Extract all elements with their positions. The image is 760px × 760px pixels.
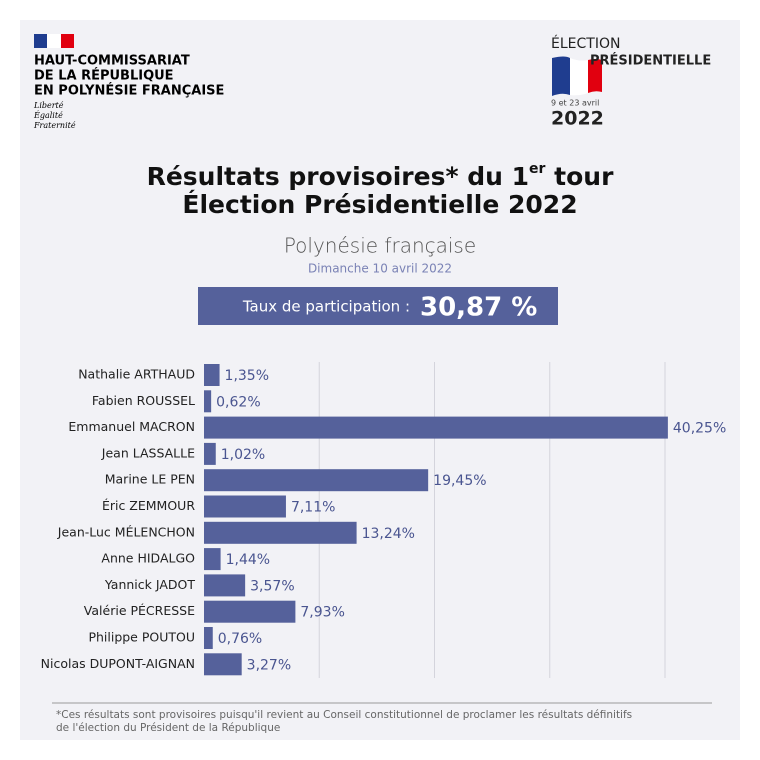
category-label: Philippe POUTOU (88, 630, 195, 645)
election-logo-text: PRÉSIDENTIELLE (590, 53, 711, 69)
title-part: tour (545, 162, 614, 191)
institution: DE LA RÉPUBLIQUE (34, 68, 174, 84)
category-label: Éric ZEMMOUR (102, 498, 195, 513)
value-label: 7,11% (291, 500, 335, 516)
footnote: *Ces résultats sont provisoires puisqu'i… (56, 709, 632, 721)
motto: Égalité (33, 111, 63, 120)
chart-title: Élection Présidentielle 2022 (182, 190, 577, 219)
election-year: 2022 (551, 108, 604, 130)
value-label: 7,93% (300, 605, 344, 621)
category-label: Nathalie ARTHAUD (78, 367, 195, 382)
footnote: de l'élection du Président de la Républi… (56, 722, 280, 734)
bar (204, 653, 242, 676)
bar (204, 364, 220, 386)
category-label: Fabien ROUSSEL (92, 393, 195, 408)
bar (204, 627, 213, 649)
value-label: 40,25% (673, 421, 726, 437)
value-label: 0,76% (218, 631, 262, 647)
bar (204, 495, 286, 518)
category-label: Valérie PÉCRESSE (84, 603, 195, 618)
category-label: Jean LASSALLE (101, 445, 195, 460)
value-label: 1,02% (221, 447, 265, 463)
panel (20, 20, 740, 740)
category-label: Emmanuel MACRON (68, 419, 195, 434)
chart-title: Résultats provisoires* du 1er tour (147, 161, 614, 191)
bar (204, 600, 296, 623)
institution: HAUT-COMMISSARIAT (34, 54, 190, 69)
date: Dimanche 10 avril 2022 (308, 262, 452, 276)
bar (204, 574, 246, 597)
value-label: 0,62% (216, 394, 260, 410)
subtitle: Polynésie française (284, 234, 476, 258)
value-label: 3,57% (250, 578, 294, 594)
value-label: 1,35% (225, 368, 269, 384)
participation-box (198, 287, 558, 325)
participation-label: Taux de participation : (242, 298, 410, 316)
motto: Liberté (33, 101, 64, 110)
bar (204, 416, 668, 439)
category-label: Jean-Luc MÉLENCHON (57, 524, 195, 539)
value-label: 19,45% (433, 473, 486, 489)
bar (204, 442, 216, 465)
title-superscript: er (529, 161, 545, 177)
category-label: Anne HIDALGO (101, 551, 195, 566)
title-part: Résultats provisoires* du 1 (147, 162, 529, 191)
value-label: 13,24% (362, 526, 415, 542)
value-label: 1,44% (226, 552, 270, 568)
participation-value: 30,87 % (420, 293, 537, 323)
bar (204, 469, 429, 492)
category-label: Marine LE PEN (105, 472, 195, 487)
institution: EN POLYNÉSIE FRANÇAISE (34, 83, 224, 99)
bar (204, 521, 357, 544)
election-flag (552, 56, 602, 96)
value-label: 3,27% (247, 657, 291, 673)
bar (204, 548, 221, 571)
republic-logo (34, 34, 74, 48)
category-label: Nicolas DUPONT-AIGNAN (41, 656, 195, 671)
motto: Fraternité (33, 121, 76, 130)
election-dates: 9 et 23 avril (551, 99, 599, 108)
category-label: Yannick JADOT (104, 577, 195, 592)
bar (204, 390, 212, 413)
election-logo-text: ÉLECTION (551, 35, 620, 52)
